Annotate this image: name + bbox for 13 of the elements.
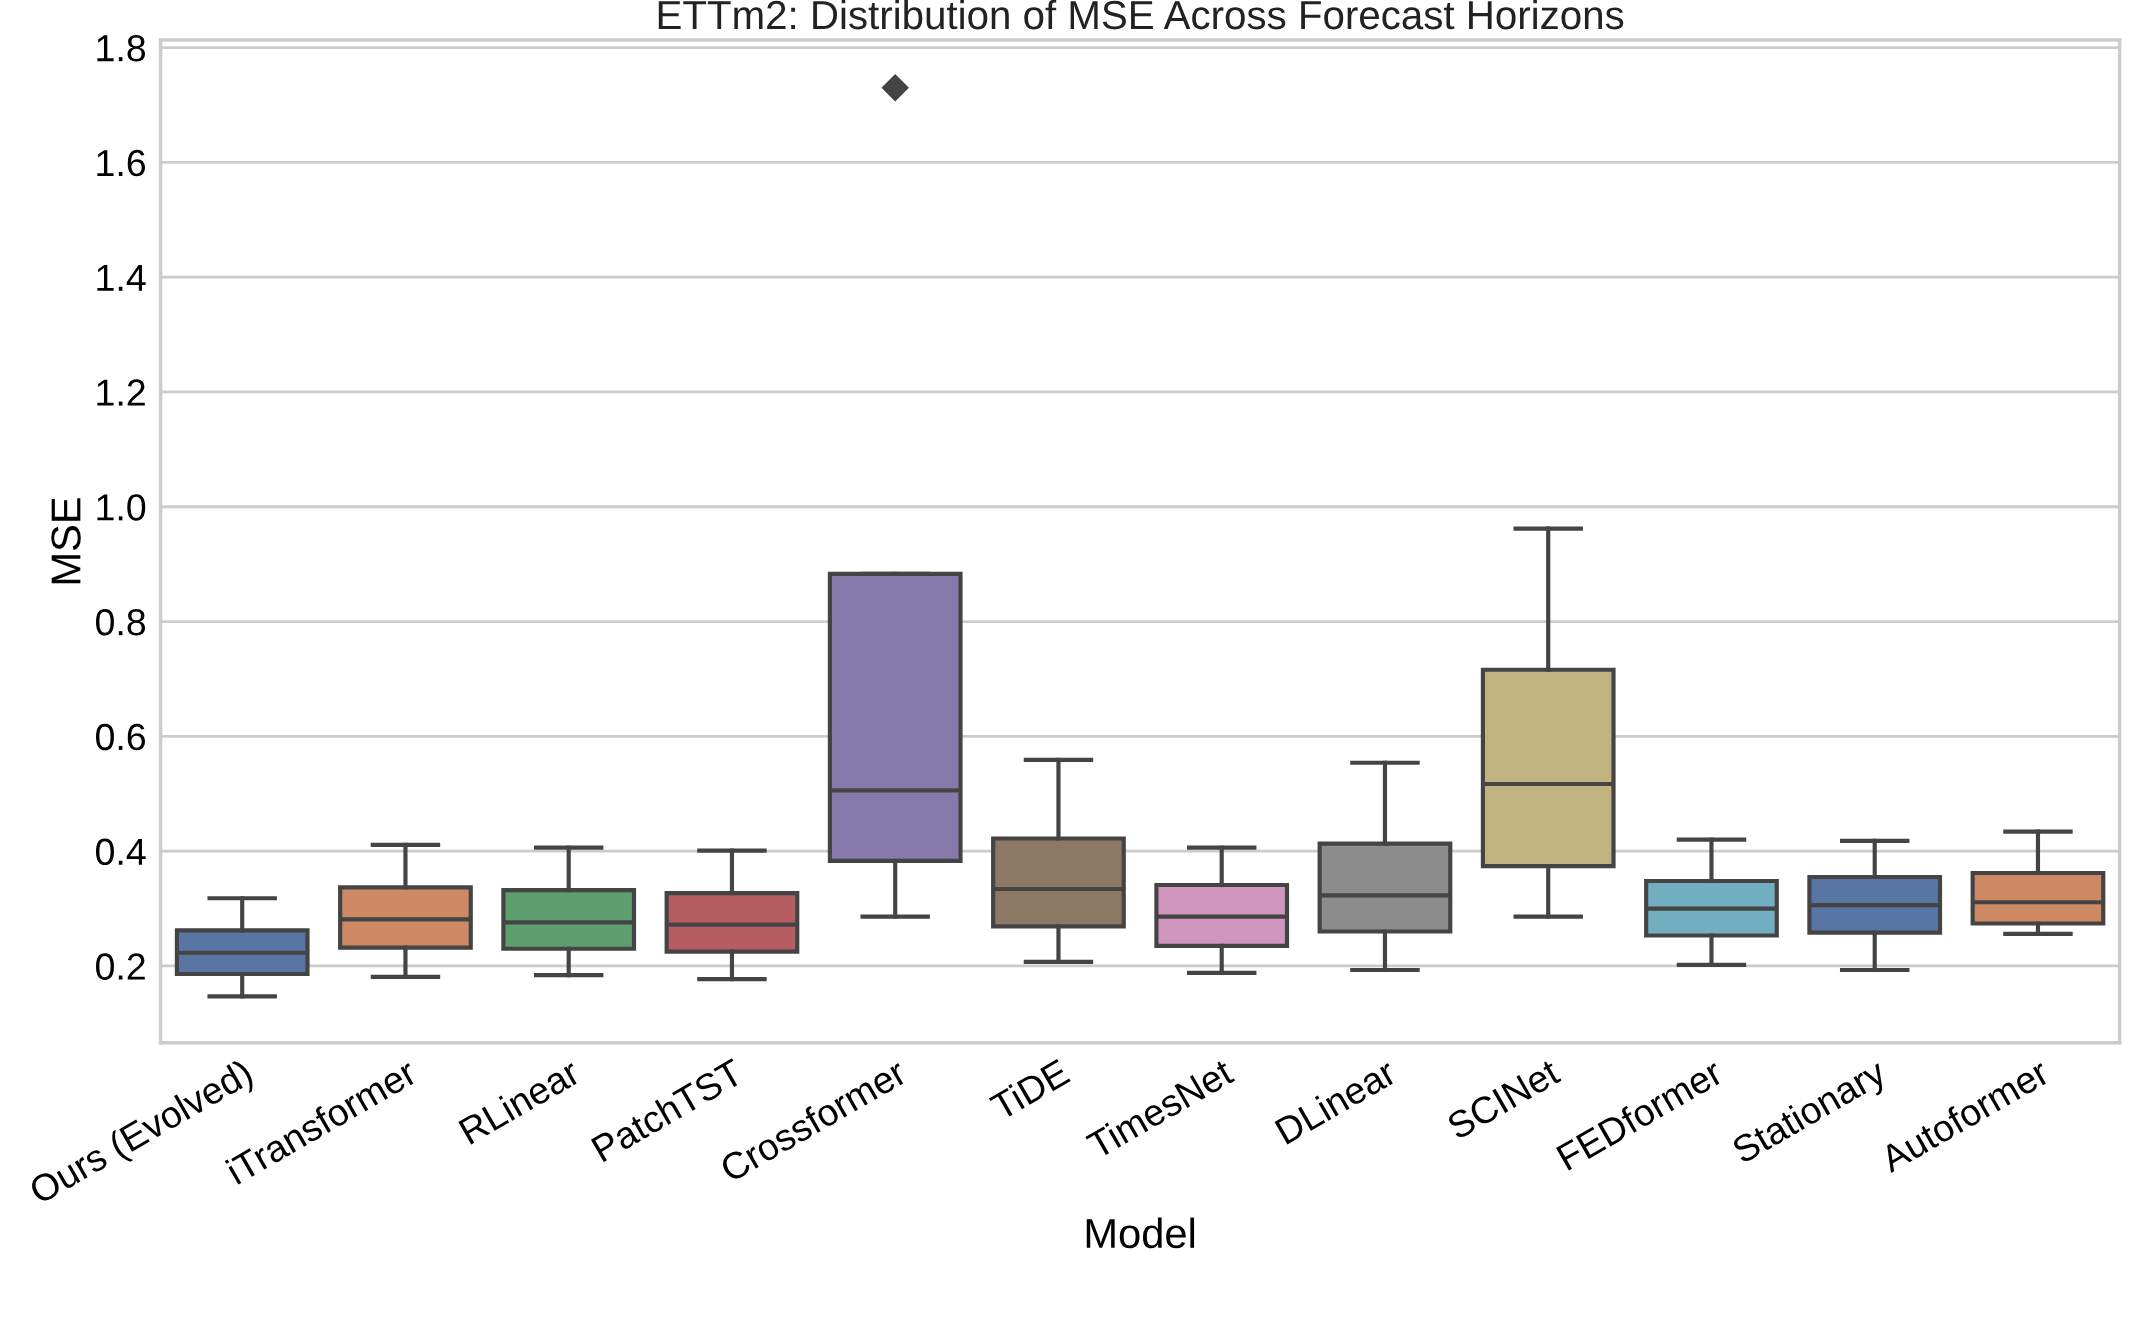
y-axis-title: MSE <box>51 498 81 584</box>
y-tick-label: 0.4 <box>96 838 146 866</box>
y-tick-label: 0.8 <box>96 608 146 636</box>
y-tick-label: 1.4 <box>97 264 146 291</box>
x-tick-label: TiDE <box>988 1057 1071 1121</box>
y-tick-label: 0.6 <box>96 723 146 751</box>
chart-title: ETTm2: Distribution of MSE Across Forecast Horizons <box>658 0 1624 30</box>
y-tick-label: 1.2 <box>97 379 145 406</box>
y-tick-label: 0.2 <box>96 953 145 980</box>
y-tick-label: 1.0 <box>97 494 146 521</box>
y-tick-label: 1.8 <box>97 34 146 62</box>
y-tick-label: 1.6 <box>97 149 146 177</box>
x-axis-title: Model <box>1086 1217 1195 1249</box>
